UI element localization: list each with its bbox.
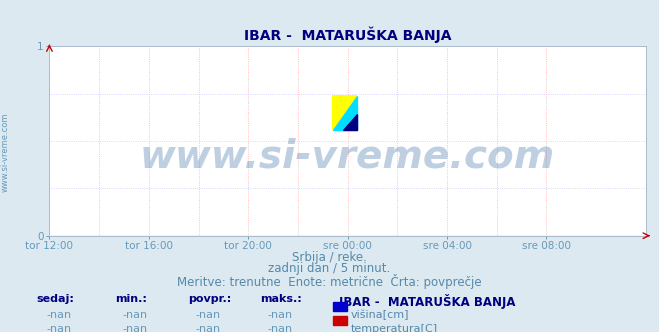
- Title: IBAR -  MATARUŠKA BANJA: IBAR - MATARUŠKA BANJA: [244, 26, 451, 42]
- Text: zadnji dan / 5 minut.: zadnji dan / 5 minut.: [268, 262, 391, 275]
- Text: maks.:: maks.:: [260, 294, 302, 304]
- Text: -nan: -nan: [195, 324, 220, 332]
- Text: -nan: -nan: [268, 310, 293, 320]
- Text: -nan: -nan: [123, 310, 148, 320]
- Text: povpr.:: povpr.:: [188, 294, 231, 304]
- Polygon shape: [343, 115, 357, 130]
- Text: -nan: -nan: [47, 310, 72, 320]
- Text: -nan: -nan: [123, 324, 148, 332]
- Text: -nan: -nan: [268, 324, 293, 332]
- Text: www.si-vreme.com: www.si-vreme.com: [140, 137, 556, 175]
- Text: Meritve: trenutne  Enote: metrične  Črta: povprečje: Meritve: trenutne Enote: metrične Črta: …: [177, 274, 482, 289]
- Text: IBAR -  MATARUŠKA BANJA: IBAR - MATARUŠKA BANJA: [339, 294, 516, 309]
- Polygon shape: [333, 96, 357, 130]
- Text: -nan: -nan: [47, 324, 72, 332]
- Text: sedaj:: sedaj:: [36, 294, 74, 304]
- Text: www.si-vreme.com: www.si-vreme.com: [1, 113, 10, 193]
- Text: Srbija / reke.: Srbija / reke.: [292, 251, 367, 264]
- Polygon shape: [333, 96, 357, 130]
- Text: višina[cm]: višina[cm]: [351, 310, 409, 320]
- Text: min.:: min.:: [115, 294, 147, 304]
- Text: temperatura[C]: temperatura[C]: [351, 324, 438, 332]
- Text: -nan: -nan: [195, 310, 220, 320]
